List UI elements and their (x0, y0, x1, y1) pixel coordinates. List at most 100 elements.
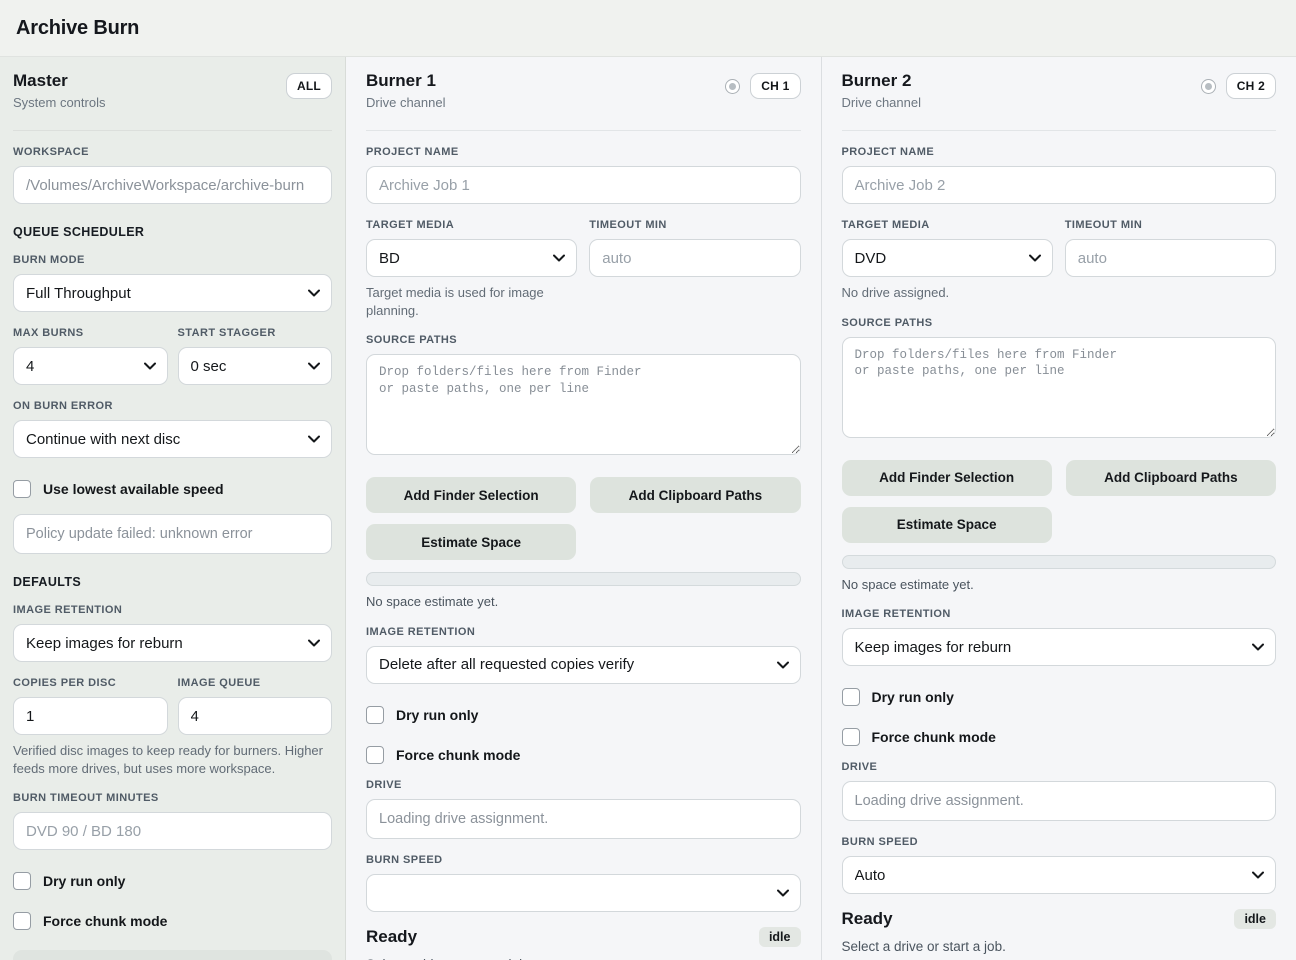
burner-1-title: Burner 1 (366, 71, 436, 90)
force-chunk-checkbox[interactable] (366, 745, 384, 764)
burner-2-panel-header: Burner 2 Drive channel CH 2 (842, 71, 1276, 117)
source-paths-textarea[interactable] (366, 354, 801, 456)
add-clipboard-paths-button[interactable]: Add Clipboard Paths (1065, 459, 1276, 496)
copies-per-disc-input[interactable] (13, 697, 168, 735)
image-queue-input[interactable] (177, 697, 332, 735)
target-media-select[interactable]: BD (366, 239, 578, 277)
master-force-chunk-row: Force chunk mode (13, 912, 332, 931)
image-retention-label: IMAGE RETENTION (841, 608, 951, 621)
dry-run-label: Dry run only (396, 706, 479, 723)
copies-per-disc-label: COPIES PER DISC (13, 677, 117, 689)
target-media-label: TARGET MEDIA (366, 219, 455, 231)
target-media-hint: Target media is used for image planning. (366, 285, 544, 318)
start-stagger-select[interactable]: 0 sec (177, 347, 332, 385)
divider (841, 130, 1276, 131)
burner-1-header-controls: CH 1 (725, 73, 801, 99)
project-name-input[interactable] (841, 166, 1276, 204)
use-lowest-speed-checkbox[interactable] (13, 480, 31, 498)
timeout-min-label: TIMEOUT MIN (1064, 219, 1143, 231)
workspace-label: WORKSPACE (13, 146, 89, 158)
add-finder-selection-button[interactable]: Add Finder Selection (841, 459, 1052, 496)
burn-mode-select[interactable]: Full Throughput (13, 274, 332, 312)
max-burns-select[interactable]: 4 (13, 347, 168, 385)
add-clipboard-paths-button[interactable]: Add Clipboard Paths (590, 477, 801, 514)
channel-2-badge[interactable]: CH 2 (1225, 73, 1276, 99)
dry-run-checkbox[interactable] (366, 705, 384, 724)
master-panel: Master System controls ALL WORKSPACE QUE… (0, 57, 346, 960)
image-queue-hint: Verified disc images to keep ready for b… (13, 743, 323, 776)
channel-status-indicator (725, 78, 741, 94)
burn-mode-label: BURN MODE (13, 254, 85, 266)
channel-1-badge[interactable]: CH 1 (750, 73, 801, 99)
project-name-input[interactable] (366, 166, 801, 204)
main-content: Master System controls ALL WORKSPACE QUE… (0, 57, 1296, 960)
dry-run-checkbox[interactable] (841, 688, 860, 707)
master-force-chunk-label: Force chunk mode (43, 913, 168, 930)
timeout-min-input[interactable] (1064, 239, 1276, 277)
image-retention-select[interactable]: Delete after all requested copies verify (366, 645, 801, 684)
space-progress-bar (366, 572, 801, 587)
burn-speed-select[interactable]: Auto (841, 856, 1276, 895)
target-media-select[interactable]: DVD (841, 239, 1053, 277)
space-estimate-hint: No space estimate yet. (366, 594, 499, 610)
use-lowest-speed-label: Use lowest available speed (43, 481, 224, 497)
status-title: Ready (366, 926, 418, 946)
force-chunk-row: Force chunk mode (841, 728, 1277, 747)
timeout-min-field: TIMEOUT MIN (589, 204, 801, 319)
timeout-min-input[interactable] (589, 239, 801, 277)
target-media-label: TARGET MEDIA (841, 219, 930, 231)
defaults-heading: DEFAULTS (13, 575, 82, 589)
app-title: Archive Burn (16, 16, 140, 39)
master-dry-run-checkbox[interactable] (13, 872, 31, 891)
master-title-block: Master System controls (13, 71, 105, 110)
dry-run-row: Dry run only (366, 705, 801, 724)
start-stagger-field: START STAGGER 0 sec (177, 312, 332, 385)
status-badge: idle (1234, 909, 1276, 930)
master-header-controls: ALL (285, 73, 332, 99)
master-dry-run-label: Dry run only (43, 873, 126, 890)
space-progress-bar (841, 554, 1276, 569)
burn-speed-label: BURN SPEED (841, 836, 919, 849)
project-name-label: PROJECT NAME (841, 146, 935, 158)
app-header: Archive Burn (0, 0, 1296, 57)
on-burn-error-label: ON BURN ERROR (13, 400, 113, 412)
add-finder-selection-button[interactable]: Add Finder Selection (366, 477, 577, 514)
master-subtitle: System controls (13, 95, 106, 110)
master-force-chunk-checkbox[interactable] (13, 912, 31, 931)
workspace-input[interactable] (13, 166, 332, 204)
status-message: Select a drive or start a job. (841, 939, 1006, 955)
status-title: Ready (841, 909, 893, 929)
max-burns-label: MAX BURNS (13, 327, 84, 339)
burner-2-header-controls: CH 2 (1200, 73, 1276, 99)
estimate-space-button[interactable]: Estimate Space (366, 524, 577, 561)
status-row: Ready idle (366, 926, 801, 947)
on-burn-error-select[interactable]: Continue with next disc (13, 420, 332, 458)
image-retention-select[interactable]: Keep images for reburn (841, 628, 1276, 667)
drive-label: DRIVE (841, 761, 878, 774)
target-media-hint: No drive assigned. (841, 285, 950, 300)
burner-1-title-block: Burner 1 Drive channel (366, 71, 446, 110)
burner-2-title-block: Burner 2 Drive channel (842, 71, 922, 110)
force-chunk-checkbox[interactable] (841, 728, 860, 747)
max-burns-field: MAX BURNS 4 (13, 312, 168, 385)
dry-run-label: Dry run only (871, 689, 954, 706)
estimate-space-button[interactable]: Estimate Space (841, 506, 1052, 543)
burn-speed-label: BURN SPEED (366, 853, 443, 866)
burner-1-subtitle: Drive channel (366, 95, 446, 110)
image-retention-label: IMAGE RETENTION (366, 625, 476, 638)
burner-1-panel: Burner 1 Drive channel CH 1 PROJECT NAME… (346, 57, 822, 960)
target-media-field: TARGET MEDIA DVD No drive assigned. (841, 204, 1053, 302)
apply-defaults-button[interactable]: Apply Defaults (13, 950, 332, 960)
burn-timeout-label: BURN TIMEOUT MINUTES (13, 792, 159, 805)
image-retention-select[interactable]: Keep images for reburn (13, 624, 332, 662)
drive-assignment-notice: Loading drive assignment. (841, 781, 1276, 822)
channel-status-indicator (1200, 78, 1216, 94)
source-paths-label: SOURCE PATHS (841, 316, 933, 329)
burn-timeout-input[interactable] (13, 812, 332, 851)
space-estimate-hint: No space estimate yet. (841, 576, 974, 592)
burn-speed-select[interactable] (366, 873, 801, 912)
image-queue-label: IMAGE QUEUE (177, 677, 261, 689)
divider (13, 130, 332, 131)
source-paths-textarea[interactable] (841, 336, 1276, 438)
all-channels-badge[interactable]: ALL (285, 73, 332, 99)
